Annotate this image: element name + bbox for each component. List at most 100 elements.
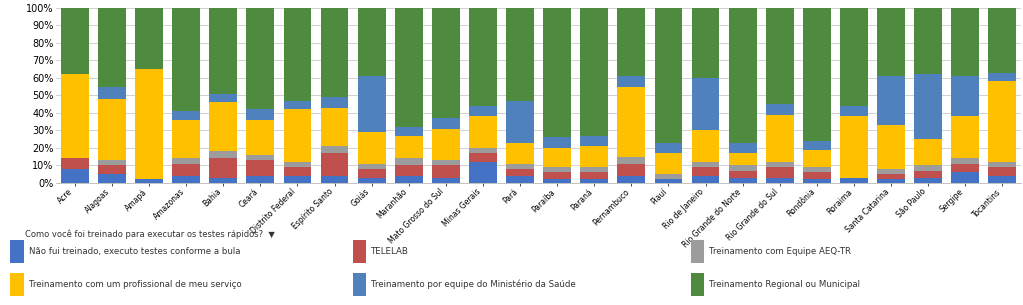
Bar xyxy=(469,8,497,106)
Bar xyxy=(61,169,89,183)
Bar xyxy=(580,173,609,179)
Bar xyxy=(728,171,757,178)
Bar xyxy=(172,120,201,159)
Bar xyxy=(988,8,1016,73)
Bar xyxy=(951,172,979,183)
Bar xyxy=(915,171,942,178)
Bar xyxy=(210,178,237,183)
Bar xyxy=(766,8,794,104)
Bar xyxy=(432,160,459,165)
Bar xyxy=(840,8,868,106)
Text: Não fui treinado, executo testes conforme a bula: Não fui treinado, executo testes conform… xyxy=(29,247,240,256)
Bar xyxy=(283,162,311,167)
Text: Treinamento com um profissional de meu serviço: Treinamento com um profissional de meu s… xyxy=(29,280,241,289)
Bar xyxy=(210,8,237,94)
Bar xyxy=(951,76,979,117)
Bar xyxy=(692,167,719,176)
Bar xyxy=(98,99,126,160)
Bar xyxy=(988,167,1016,176)
Bar xyxy=(469,153,497,162)
Bar xyxy=(728,143,757,153)
Bar xyxy=(61,74,89,159)
Bar xyxy=(655,179,682,183)
Bar xyxy=(915,74,942,139)
Bar xyxy=(543,179,571,183)
Bar xyxy=(691,273,704,296)
Bar xyxy=(283,109,311,162)
Bar xyxy=(432,165,459,178)
Bar xyxy=(692,78,719,131)
Bar xyxy=(988,81,1016,162)
Bar xyxy=(728,165,757,171)
Bar xyxy=(618,8,646,76)
Bar xyxy=(172,8,201,111)
Bar xyxy=(98,165,126,174)
Bar xyxy=(766,167,794,178)
Bar xyxy=(10,273,24,296)
Bar xyxy=(469,117,497,148)
Bar xyxy=(320,108,349,146)
Bar xyxy=(358,76,386,132)
Bar xyxy=(840,178,868,183)
Bar xyxy=(172,111,201,120)
Bar xyxy=(618,76,646,87)
Bar xyxy=(618,87,646,157)
Bar xyxy=(506,169,534,176)
Bar xyxy=(358,132,386,164)
Bar xyxy=(172,176,201,183)
Bar xyxy=(395,176,422,183)
Bar xyxy=(618,164,646,176)
Bar xyxy=(395,165,422,176)
Bar xyxy=(469,162,497,183)
Bar xyxy=(692,8,719,78)
Bar xyxy=(988,176,1016,183)
Bar xyxy=(877,125,905,169)
Bar xyxy=(506,176,534,183)
Bar xyxy=(135,8,163,69)
Bar xyxy=(247,176,274,183)
Bar xyxy=(247,155,274,160)
Bar xyxy=(10,240,24,263)
Bar xyxy=(283,101,311,109)
Bar xyxy=(210,151,237,159)
Bar xyxy=(543,167,571,172)
Bar xyxy=(840,106,868,117)
Text: Como você foi treinado para executar os testes rápidos?  ▼: Como você foi treinado para executar os … xyxy=(26,229,275,239)
Bar xyxy=(172,164,201,176)
Bar xyxy=(692,131,719,162)
Bar xyxy=(432,118,459,129)
Bar xyxy=(580,136,609,146)
Bar xyxy=(98,174,126,183)
Bar xyxy=(728,8,757,143)
Bar xyxy=(803,167,831,172)
Bar xyxy=(247,120,274,155)
Bar xyxy=(247,109,274,120)
Bar xyxy=(915,165,942,171)
Bar xyxy=(210,159,237,178)
Bar xyxy=(877,169,905,174)
Bar xyxy=(915,178,942,183)
Bar xyxy=(692,176,719,183)
Bar xyxy=(766,178,794,183)
Bar xyxy=(135,179,163,183)
Bar xyxy=(395,159,422,165)
Bar xyxy=(358,178,386,183)
Text: Treinamento por equipe do Ministério da Saúde: Treinamento por equipe do Ministério da … xyxy=(371,279,576,289)
Bar xyxy=(618,157,646,164)
Bar xyxy=(506,101,534,143)
Bar xyxy=(247,8,274,109)
Bar xyxy=(803,179,831,183)
Bar xyxy=(951,159,979,164)
Bar xyxy=(877,8,905,76)
Bar xyxy=(135,69,163,179)
Bar xyxy=(803,141,831,150)
Bar xyxy=(655,153,682,174)
Bar xyxy=(803,8,831,141)
Bar xyxy=(728,178,757,183)
Bar xyxy=(320,146,349,153)
Bar xyxy=(506,164,534,169)
Bar xyxy=(172,159,201,164)
Text: Treinamento com Equipe AEQ-TR: Treinamento com Equipe AEQ-TR xyxy=(709,247,851,256)
Bar xyxy=(432,129,459,160)
Bar xyxy=(580,167,609,172)
